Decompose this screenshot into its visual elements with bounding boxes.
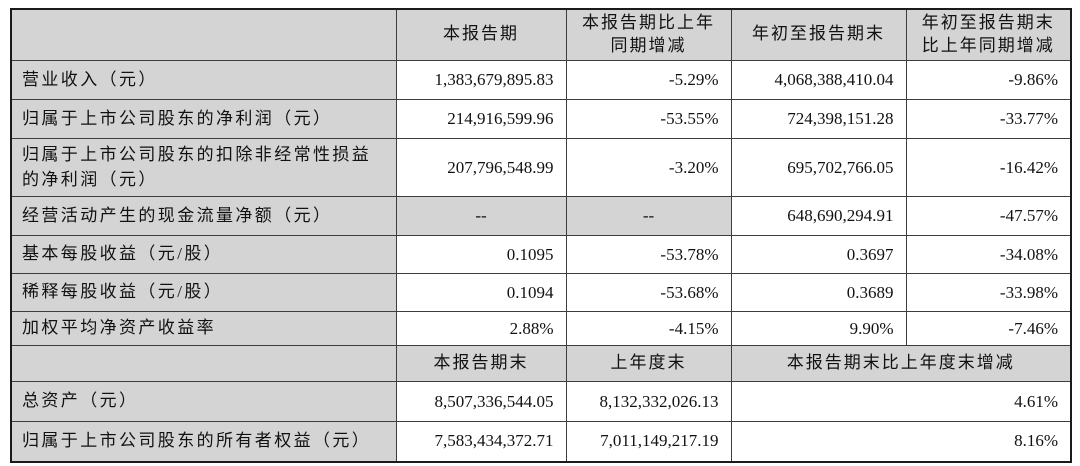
cell-value: 7,583,434,372.71 [395,421,567,463]
row-label: 归属于上市公司股东的扣除非经常性损益 的净利润（元） [10,137,397,198]
cell-value-na: -- [565,196,732,237]
row-label: 基本每股收益（元/股） [10,235,397,275]
cell-value: 0.1095 [395,235,567,275]
cell-value: -33.77% [905,98,1072,139]
row-label: 稀释每股收益（元/股） [10,273,397,313]
table-row-equity-attributable-to-shareholders: 归属于上市公司股东的所有者权益（元） 7,583,434,372.71 7,01… [10,421,1072,463]
column-header-current-period: 本报告期 [395,8,567,61]
cell-value: 8.16% [730,421,1072,463]
table-row-total-assets: 总资产（元） 8,507,336,544.05 8,132,332,026.13… [10,381,1072,423]
cell-value: 695,702,766.05 [730,137,907,198]
cell-value: 8,507,336,544.05 [395,381,567,423]
financial-summary-table: 本报告期 本报告期比上年 同期增减 年初至报告期末 年初至报告期末 比上年同期增… [10,8,1072,463]
cell-value: 8,132,332,026.13 [565,381,732,423]
row-label: 营业收入（元） [10,59,397,100]
cell-value: -3.20% [565,137,732,198]
cell-value: 4.61% [730,381,1072,423]
column-header-blank [10,8,397,61]
cell-value: -9.86% [905,59,1072,100]
table-header-row-period: 本报告期 本报告期比上年 同期增减 年初至报告期末 年初至报告期末 比上年同期增… [10,8,1072,61]
row-label: 归属于上市公司股东的所有者权益（元） [10,421,397,463]
cell-value: -53.78% [565,235,732,275]
cell-value-na: -- [395,196,567,237]
table-header-row-yearend: 本报告期末 上年度末 本报告期末比上年度末增减 [10,345,1072,383]
column-header-ytd: 年初至报告期末 [730,8,907,61]
cell-value: -53.55% [565,98,732,139]
table-row-weighted-avg-roe: 加权平均净资产收益率 2.88% -4.15% 9.90% -7.46% [10,311,1072,347]
row-label: 总资产（元） [10,381,397,423]
column-header-period-yoy-change: 本报告期比上年 同期增减 [565,8,732,61]
cell-value: -53.68% [565,273,732,313]
cell-value: 214,916,599.96 [395,98,567,139]
cell-value: 9.90% [730,311,907,347]
cell-value: 7,011,149,217.19 [565,421,732,463]
table-row-net-profit-excl-nonrecurring: 归属于上市公司股东的扣除非经常性损益 的净利润（元） 207,796,548.9… [10,137,1072,198]
cell-value: 724,398,151.28 [730,98,907,139]
cell-value: -5.29% [565,59,732,100]
cell-value: 0.3689 [730,273,907,313]
cell-value: -7.46% [905,311,1072,347]
cell-value: 0.3697 [730,235,907,275]
cell-value: -33.98% [905,273,1072,313]
cell-value: -16.42% [905,137,1072,198]
cell-value: 2.88% [395,311,567,347]
table-row-diluted-eps: 稀释每股收益（元/股） 0.1094 -53.68% 0.3689 -33.98… [10,273,1072,313]
cell-value: 207,796,548.99 [395,137,567,198]
cell-value: -34.08% [905,235,1072,275]
column-header-end-of-period: 本报告期末 [395,345,567,383]
cell-value: 1,383,679,895.83 [395,59,567,100]
cell-value: -4.15% [565,311,732,347]
column-header-ytd-yoy-change: 年初至报告期末 比上年同期增减 [905,8,1072,61]
cell-value: 4,068,388,410.04 [730,59,907,100]
row-label: 经营活动产生的现金流量净额（元） [10,196,397,237]
cell-value: 0.1094 [395,273,567,313]
table-row-operating-cash-flow: 经营活动产生的现金流量净额（元） -- -- 648,690,294.91 -4… [10,196,1072,237]
column-header-change-vs-last-yearend: 本报告期末比上年度末增减 [730,345,1072,383]
row-label: 加权平均净资产收益率 [10,311,397,347]
cell-value: 648,690,294.91 [730,196,907,237]
table-row-basic-eps: 基本每股收益（元/股） 0.1095 -53.78% 0.3697 -34.08… [10,235,1072,275]
row-label: 归属于上市公司股东的净利润（元） [10,98,397,139]
column-header-end-of-last-year: 上年度末 [565,345,732,383]
cell-value: -47.57% [905,196,1072,237]
column-header-blank [10,345,397,383]
table-row-net-profit: 归属于上市公司股东的净利润（元） 214,916,599.96 -53.55% … [10,98,1072,139]
table-row-operating-revenue: 营业收入（元） 1,383,679,895.83 -5.29% 4,068,38… [10,59,1072,100]
